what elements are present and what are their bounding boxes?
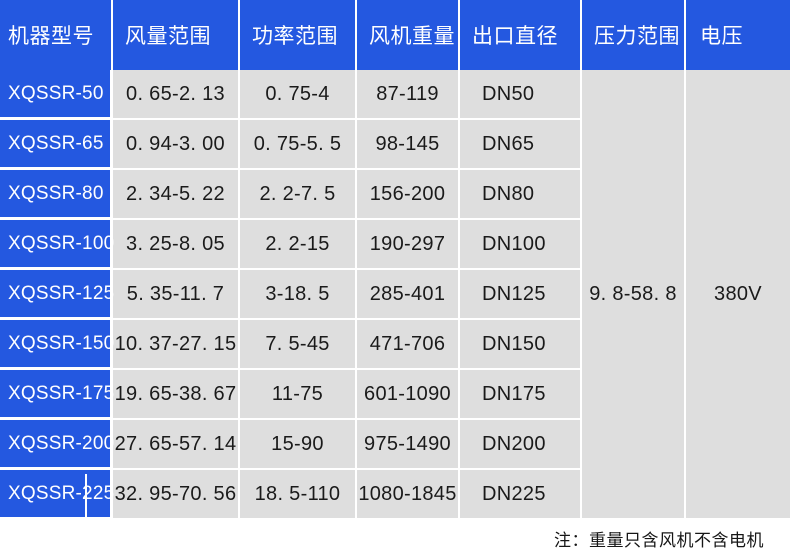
cell-outlet-diameter: DN80 <box>460 170 582 220</box>
table-row: XQSSR-175 19. 65-38. 67 11-75 601-1090 D… <box>0 370 790 420</box>
cell-outlet-diameter: DN65 <box>460 120 582 170</box>
cell-power-range: 0. 75-4 <box>240 70 357 120</box>
cell-model: XQSSR-50 <box>0 70 113 120</box>
cell-model: XQSSR-65 <box>0 120 113 170</box>
table-row: XQSSR-50 0. 65-2. 13 0. 75-4 87-119 DN50… <box>0 70 790 520</box>
cell-power-range: 11-75 <box>240 370 357 420</box>
column-header-voltage: 电压 <box>686 0 790 70</box>
table-row: XQSSR-150 10. 37-27. 15 7. 5-45 471-706 … <box>0 320 790 370</box>
cell-pressure-range: 9. 8-58. 8 <box>582 70 686 520</box>
header-row: 机器型号 风量范围 功率范围 风机重量 出口直径 压力范围 电压 <box>0 0 790 70</box>
column-header-model: 机器型号 <box>0 0 113 70</box>
cell-model: XQSSR-200 <box>0 420 114 470</box>
cell-outlet-diameter: DN225 <box>460 470 582 520</box>
table-row: XQSSR-80 2. 34-5. 22 2. 2-7. 5 156-200 D… <box>0 170 790 220</box>
cell-voltage: 380V <box>686 70 790 520</box>
cell-air-volume: 3. 25-8. 05 <box>113 220 240 270</box>
cell-outlet-diameter: DN200 <box>460 420 582 470</box>
cell-fan-weight: 285-401 <box>357 270 460 320</box>
table-row: XQSSR-65 0. 94-3. 00 0. 75-5. 5 98-145 D… <box>0 120 790 170</box>
cell-power-range: 7. 5-45 <box>240 320 357 370</box>
cell-outlet-diameter: DN150 <box>460 320 582 370</box>
cell-air-volume: 32. 95-70. 56 <box>113 470 240 520</box>
cell-power-range: 18. 5-110 <box>240 470 357 520</box>
table-header: 机器型号 风量范围 功率范围 风机重量 出口直径 压力范围 电压 <box>0 0 790 70</box>
cell-fan-weight: 87-119 <box>357 70 460 120</box>
table-row: XQSSR-125 5. 35-11. 7 3-18. 5 285-401 DN… <box>0 270 790 320</box>
cell-fan-weight: 1080-1845 <box>357 470 460 520</box>
cell-air-volume: 19. 65-38. 67 <box>113 370 240 420</box>
cell-power-range: 15-90 <box>240 420 357 470</box>
cell-model: XQSSR-225 <box>0 470 114 520</box>
cell-air-volume: 5. 35-11. 7 <box>113 270 240 320</box>
footer-note: 注：重量只含风机不含电机 <box>0 524 790 558</box>
cell-outlet-diameter: DN125 <box>460 270 582 320</box>
cell-fan-weight: 190-297 <box>357 220 460 270</box>
cell-air-volume: 0. 94-3. 00 <box>113 120 240 170</box>
table-row: XQSSR-100 3. 25-8. 05 2. 2-15 190-297 DN… <box>0 220 790 270</box>
fan-specification-table: 机器型号 风量范围 功率范围 风机重量 出口直径 压力范围 电压 XQSSR-5… <box>0 0 790 520</box>
cell-model: XQSSR-100 <box>0 220 114 270</box>
cell-air-volume: 0. 65-2. 13 <box>113 70 240 120</box>
cell-air-volume: 10. 37-27. 15 <box>113 320 240 370</box>
cell-air-volume: 27. 65-57. 14 <box>113 420 240 470</box>
cell-outlet-diameter: DN175 <box>460 370 582 420</box>
table-row: XQSSR-225 32. 95-70. 56 18. 5-110 1080-1… <box>0 470 790 520</box>
cell-model: XQSSR-125 <box>0 270 114 320</box>
column-header-outlet-diameter: 出口直径 <box>460 0 582 70</box>
cell-power-range: 2. 2-7. 5 <box>240 170 357 220</box>
column-header-fan-weight: 风机重量 <box>357 0 460 70</box>
cell-power-range: 0. 75-5. 5 <box>240 120 357 170</box>
table-row: XQSSR-200 27. 65-57. 14 15-90 975-1490 D… <box>0 420 790 470</box>
column-header-power-range: 功率范围 <box>240 0 357 70</box>
cell-power-range: 3-18. 5 <box>240 270 357 320</box>
column-header-air-volume: 风量范围 <box>113 0 240 70</box>
cell-fan-weight: 601-1090 <box>357 370 460 420</box>
table-body: XQSSR-50 0. 65-2. 13 0. 75-4 87-119 DN50… <box>0 70 790 520</box>
cell-model: XQSSR-175 <box>0 370 114 420</box>
cell-model: XQSSR-80 <box>0 170 113 220</box>
cell-air-volume: 2. 34-5. 22 <box>113 170 240 220</box>
column-header-pressure-range: 压力范围 <box>582 0 686 70</box>
cell-fan-weight: 471-706 <box>357 320 460 370</box>
cell-power-range: 2. 2-15 <box>240 220 357 270</box>
cell-outlet-diameter: DN50 <box>460 70 582 120</box>
cell-fan-weight: 975-1490 <box>357 420 460 470</box>
cell-fan-weight: 98-145 <box>357 120 460 170</box>
cell-model: XQSSR-150 <box>0 320 114 370</box>
cell-outlet-diameter: DN100 <box>460 220 582 270</box>
cell-fan-weight: 156-200 <box>357 170 460 220</box>
